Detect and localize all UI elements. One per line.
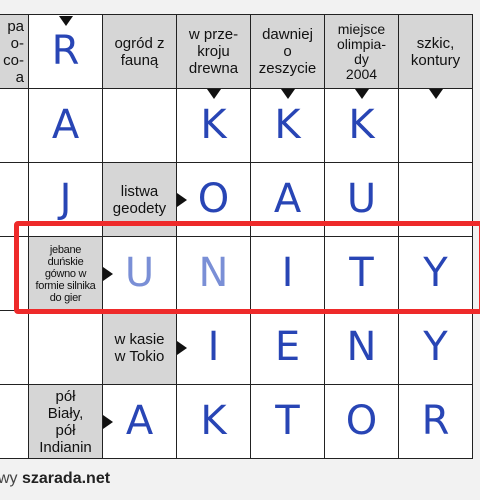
clue-text: pa o- co- a — [3, 17, 24, 86]
answer-cell[interactable]: K — [250, 88, 325, 163]
grid-row-0: pa o- co- a R ogród z fauną w prze- kroj… — [0, 14, 473, 99]
answer-cell[interactable]: O — [324, 384, 399, 459]
answer-cell[interactable] — [398, 162, 473, 237]
answer-cell[interactable]: I — [176, 310, 251, 385]
answer-letter: N — [198, 250, 229, 296]
clue-text: ogród z fauną — [114, 34, 165, 69]
answer-cell[interactable] — [102, 88, 177, 163]
answer-cell[interactable] — [0, 236, 29, 311]
answer-letter: K — [348, 102, 375, 148]
clue-text: listwa geodety — [112, 182, 167, 217]
grid-row-4: w kasie w Tokio I E N Y — [0, 310, 473, 385]
answer-cell[interactable]: T — [250, 384, 325, 459]
answer-letter: A — [273, 176, 302, 222]
answer-letter: I — [207, 324, 220, 370]
answer-cell[interactable]: I — [250, 236, 325, 311]
clue-cell-szkic[interactable]: szkic, kontury — [398, 14, 473, 99]
answer-cell[interactable]: A — [28, 88, 103, 163]
answer-cell[interactable]: A — [250, 162, 325, 237]
answer-cell[interactable]: R — [398, 384, 473, 459]
answer-cell[interactable]: J — [28, 162, 103, 237]
grid-row-1: A K K K — [0, 88, 473, 163]
answer-letter: I — [281, 250, 294, 296]
grid-row-3: jebane duńskie gówno w formie silnika do… — [0, 236, 473, 311]
answer-letter: Y — [423, 250, 448, 296]
right-arrow-icon — [103, 414, 113, 429]
answer-letter: A — [125, 398, 154, 444]
answer-cell[interactable]: K — [176, 88, 251, 163]
answer-cell[interactable] — [398, 88, 473, 163]
answer-letter: Y — [423, 324, 448, 370]
answer-cell[interactable] — [0, 88, 29, 163]
answer-letter: O — [197, 176, 230, 222]
site-link[interactable]: szarada.net — [22, 470, 111, 487]
answer-cell[interactable]: A — [102, 384, 177, 459]
answer-cell[interactable] — [0, 310, 29, 385]
answer-cell[interactable]: U — [324, 162, 399, 237]
clue-text: szkic, kontury — [410, 34, 461, 69]
clue-cell-ogrod[interactable]: ogród z fauną — [102, 14, 177, 89]
answer-cell[interactable]: N — [324, 310, 399, 385]
down-arrow-icon — [428, 89, 443, 99]
answer-letter: T — [349, 250, 374, 296]
answer-cell[interactable] — [0, 162, 29, 237]
footer-credit: wy szarada.net — [0, 470, 110, 488]
down-arrow-icon — [58, 16, 73, 26]
clue-cell-miejsce[interactable]: miejsce olimpia- dy 2004 — [324, 14, 399, 99]
answer-cell[interactable] — [28, 310, 103, 385]
clue-text: jebane duńskie gówno w formie silnika do… — [35, 243, 96, 304]
right-arrow-icon — [103, 266, 113, 281]
answer-cell[interactable]: K — [176, 384, 251, 459]
down-arrow-icon — [354, 89, 369, 99]
clue-text: w kasie w Tokio — [114, 330, 165, 365]
right-arrow-icon — [177, 340, 187, 355]
clue-cell-partial[interactable]: pa o- co- a — [0, 14, 29, 89]
clue-cell-listwa[interactable]: listwa geodety — [102, 162, 187, 237]
answer-cell[interactable]: R — [28, 14, 103, 89]
clue-text: pół Biały, pół Indianin — [39, 387, 92, 456]
clue-cell-jebane[interactable]: jebane duńskie gówno w formie silnika do… — [28, 236, 113, 311]
down-arrow-icon — [206, 89, 221, 99]
answer-letter: E — [274, 324, 301, 370]
answer-cell[interactable]: O — [176, 162, 251, 237]
answer-letter: U — [346, 176, 377, 222]
right-arrow-icon — [177, 192, 187, 207]
answer-letter: N — [346, 324, 377, 370]
answer-cell[interactable]: U — [102, 236, 177, 311]
down-arrow-icon — [280, 89, 295, 99]
answer-cell[interactable]: Y — [398, 310, 473, 385]
answer-letter: R — [51, 28, 80, 74]
answer-letter: K — [200, 398, 227, 444]
grid-row-2: J listwa geodety O A U — [0, 162, 473, 237]
answer-letter: K — [200, 102, 227, 148]
clue-text: miejsce olimpia- dy 2004 — [336, 20, 386, 82]
answer-letter: R — [421, 398, 450, 444]
clue-text: dawniej o zeszycie — [258, 26, 317, 77]
crossword-grid: pa o- co- a R ogród z fauną w prze- kroj… — [0, 14, 473, 459]
answer-cell[interactable]: N — [176, 236, 251, 311]
grid-row-5: pół Biały, pół Indianin A K T O R — [0, 384, 473, 459]
clue-cell-kasie[interactable]: w kasie w Tokio — [102, 310, 187, 385]
answer-letter: J — [59, 176, 72, 222]
answer-cell[interactable]: E — [250, 310, 325, 385]
footer-prefix: wy — [0, 470, 22, 487]
answer-cell[interactable]: T — [324, 236, 399, 311]
answer-letter: O — [345, 398, 378, 444]
answer-letter: K — [274, 102, 301, 148]
answer-letter: U — [124, 250, 155, 296]
answer-cell[interactable]: K — [324, 88, 399, 163]
clue-cell-przekroj[interactable]: w prze- kroju drewna — [176, 14, 251, 99]
answer-cell[interactable] — [0, 384, 29, 459]
answer-cell[interactable]: Y — [398, 236, 473, 311]
clue-text: w prze- kroju drewna — [188, 26, 239, 77]
clue-cell-pol[interactable]: pół Biały, pół Indianin — [28, 384, 113, 459]
answer-letter: T — [275, 398, 300, 444]
answer-letter: A — [51, 102, 80, 148]
clue-cell-dawniej[interactable]: dawniej o zeszycie — [250, 14, 325, 99]
